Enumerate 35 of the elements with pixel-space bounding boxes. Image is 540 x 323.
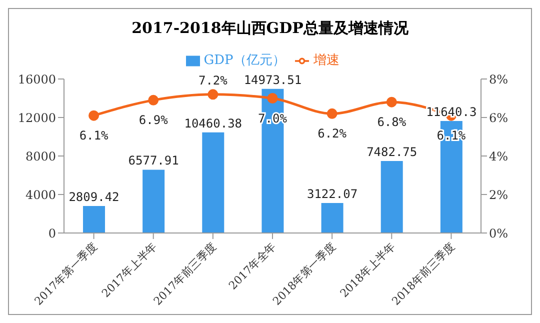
point [208,89,218,100]
data-label: 3122.07 [306,186,358,201]
legend-label: GDP（亿元） [204,53,286,68]
y2-tick-label: 0% [489,226,508,240]
point [386,96,397,108]
data-label: 6577.91 [128,154,179,168]
y-tick-label: 0 [48,226,56,240]
y2-tick-label: 6% [489,110,508,125]
point [148,94,159,106]
data-label: 14973.51 [244,72,302,87]
y2-tick-label: 8% [489,72,508,86]
data-label: 6.8% [377,115,407,130]
bar [321,202,344,233]
data-label: 2809.42 [68,190,120,204]
bar [83,206,105,233]
point [88,110,100,121]
bar [142,170,165,233]
point [267,93,278,104]
y2-tick-label: 2% [489,188,508,202]
data-label: 7482.75 [366,144,418,159]
chart-title: 2017-2018年山西GDP总量及增速情况 [130,18,410,39]
bar [202,132,224,233]
y-tick-label: 4000 [25,188,56,202]
y-tick-label: 12000 [18,110,56,125]
bar [380,160,403,233]
y-tick-label: 16000 [18,72,56,86]
legend-label: 增速 [313,53,340,68]
data-label: 10460.38 [184,116,242,130]
data-label: 6.9% [138,113,169,128]
data-label: 6.1% [79,128,110,143]
data-label: 7.2% [198,73,228,88]
point [326,108,338,119]
data-label: 6.2% [318,126,348,141]
y2-tick-label: 4% [489,149,508,164]
y-tick-label: 8000 [25,149,56,164]
